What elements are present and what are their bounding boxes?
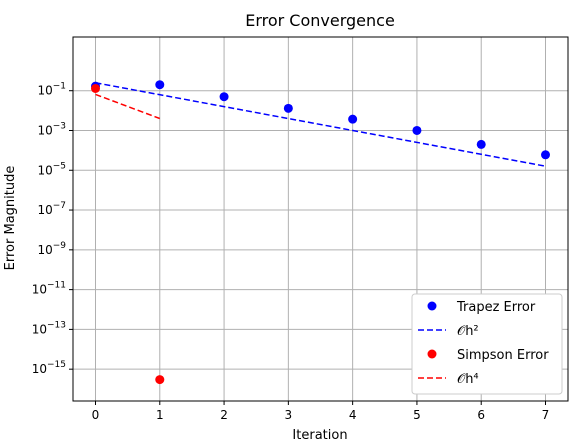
y-tick-label: 10−15 bbox=[32, 360, 66, 376]
series-point-0 bbox=[541, 150, 550, 160]
x-tick-label: 2 bbox=[220, 408, 228, 422]
series-point-0 bbox=[155, 80, 165, 90]
series-point-2 bbox=[155, 375, 165, 385]
x-tick-label: 4 bbox=[349, 408, 357, 422]
y-tick-label: 10−3 bbox=[37, 121, 66, 137]
x-axis-label: Iteration bbox=[292, 428, 347, 443]
legend-label: 𝒪h⁴ bbox=[457, 372, 479, 387]
series-point-0 bbox=[283, 103, 293, 113]
y-tick-label: 10−13 bbox=[32, 320, 66, 336]
y-axis-label: Error Magnitude bbox=[3, 166, 18, 271]
x-tick-label: 0 bbox=[92, 408, 100, 422]
y-tick-label: 10−5 bbox=[37, 161, 66, 177]
legend: Trapez Error 𝒪h² Simpson Error 𝒪h⁴ bbox=[411, 293, 563, 395]
series-point-0 bbox=[476, 139, 486, 149]
y-tick-label: 10−11 bbox=[32, 281, 66, 297]
y-tick-label: 10−1 bbox=[37, 82, 66, 98]
x-tick-label: 6 bbox=[477, 408, 485, 422]
x-tick-layer: 0 1 2 3 4 5 6 7 bbox=[92, 401, 550, 422]
legend-box bbox=[411, 293, 563, 395]
y-tick-label: 10−9 bbox=[37, 241, 66, 257]
chart-title: Error Convergence bbox=[245, 11, 395, 30]
series-line-1 bbox=[95, 82, 546, 167]
line-layer bbox=[95, 82, 546, 167]
series-line-3 bbox=[95, 93, 161, 120]
legend-label: 𝒪h² bbox=[457, 324, 479, 339]
point-layer bbox=[91, 80, 550, 385]
plot-frame bbox=[72, 36, 569, 402]
y-tick-layer: 10−15 10−13 10−11 10−9 10−7 10−5 10−3 10−1 bbox=[32, 82, 73, 376]
legend-items: Trapez Error 𝒪h² Simpson Error 𝒪h⁴ bbox=[418, 300, 549, 387]
legend-label: Trapez Error bbox=[456, 300, 536, 315]
legend-swatch-point bbox=[427, 349, 437, 359]
legend-swatch-point bbox=[427, 301, 437, 311]
x-tick-label: 1 bbox=[156, 408, 164, 422]
series-point-0 bbox=[219, 92, 229, 102]
x-tick-label: 5 bbox=[413, 408, 421, 422]
series-point-0 bbox=[348, 114, 358, 124]
series-point-2 bbox=[91, 83, 100, 93]
series-point-0 bbox=[412, 125, 422, 135]
x-tick-label: 3 bbox=[285, 408, 293, 422]
x-tick-label: 7 bbox=[542, 408, 550, 422]
legend-label: Simpson Error bbox=[457, 348, 549, 363]
y-tick-label: 10−7 bbox=[37, 201, 66, 217]
